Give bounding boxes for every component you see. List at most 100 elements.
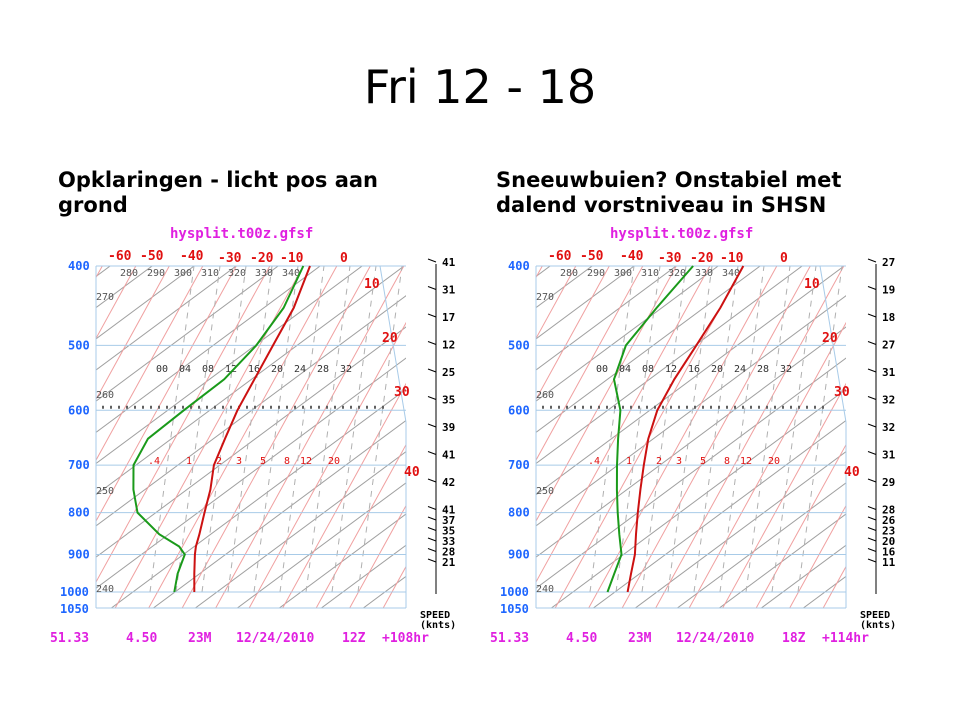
wind-barb bbox=[867, 527, 877, 531]
skewt-chart-left: hysplit.t00z.gfsf -60 -50 -40 -30 -20 -10 0 10 20… bbox=[40, 222, 480, 650]
wind-speed-label: 32 bbox=[882, 421, 895, 434]
footer-lon: 4.50 bbox=[566, 631, 597, 646]
dry-adiabat-line bbox=[592, 419, 846, 608]
isotherm-line bbox=[96, 266, 137, 340]
dry-adiabat-line bbox=[96, 266, 237, 371]
footer-hour: 18Z bbox=[782, 631, 806, 646]
wind-barb bbox=[427, 368, 437, 373]
speed-label: SPEED bbox=[420, 610, 450, 621]
theta-tick-label: 320 bbox=[228, 268, 246, 279]
pressure-tick-label: 700 bbox=[508, 458, 530, 472]
dry-adiabat-line bbox=[278, 513, 406, 608]
mixing-ratio-label: 24 bbox=[734, 364, 746, 375]
isotherm-tick-label: -50 bbox=[580, 249, 604, 264]
wind-barb bbox=[427, 558, 437, 563]
mixing-ratio-label: 16 bbox=[688, 364, 700, 375]
isotherm-line bbox=[536, 266, 577, 340]
isotherm-line bbox=[621, 266, 811, 608]
isotherm-line bbox=[536, 266, 711, 584]
theta-tick-label: 310 bbox=[641, 268, 659, 279]
dry-adiabat-line bbox=[96, 295, 406, 527]
isotherm-tick-label: 30 bbox=[394, 385, 410, 400]
wind-barb bbox=[427, 286, 437, 290]
mixing-ratio-label: 1 bbox=[626, 456, 632, 467]
isotherm-line bbox=[688, 321, 846, 608]
dry-adiabat-line bbox=[536, 326, 846, 558]
wind-speed-label: 31 bbox=[882, 366, 896, 379]
dewpoint-line bbox=[132, 265, 305, 593]
pressure-tick-label: 1000 bbox=[500, 585, 529, 599]
wind-barb bbox=[867, 558, 877, 563]
dry-adiabat-line bbox=[110, 388, 406, 608]
mixing-ratio-label: 1 bbox=[186, 456, 192, 467]
wind-barb bbox=[427, 396, 437, 400]
wind-speed-label: 41 bbox=[442, 449, 456, 462]
theta-tick-label: 260 bbox=[96, 390, 114, 401]
mixing-ratio-label: 12 bbox=[225, 364, 237, 375]
left-panel-heading: Opklaringen - licht pos aan grond bbox=[58, 168, 378, 217]
skewt-chart-right: hysplit.t00z.gfsf -60 -50 -40 -30 -20 -10 0 10 20… bbox=[480, 222, 920, 650]
mixing-ratio-line bbox=[641, 266, 687, 593]
isotherm-line bbox=[148, 266, 338, 608]
isotherm-line bbox=[755, 443, 846, 608]
mixing-ratio-label: 04 bbox=[179, 364, 191, 375]
wind-barb bbox=[427, 527, 437, 531]
isotherm-line bbox=[822, 565, 846, 608]
footer-date: 12/24/2010 bbox=[236, 631, 314, 646]
isotherm-line bbox=[588, 266, 778, 608]
isotherm-line bbox=[181, 266, 371, 608]
pressure-tick-label: 500 bbox=[68, 338, 90, 352]
temperature-line bbox=[626, 265, 745, 593]
wind-barb bbox=[867, 478, 877, 483]
wind-barb bbox=[427, 258, 437, 263]
footer-lat: 51.33 bbox=[490, 631, 529, 646]
wind-speed-label: 42 bbox=[442, 476, 455, 489]
wind-speed-label: 41 bbox=[442, 256, 456, 269]
dry-adiabat-line bbox=[236, 482, 406, 608]
isotherm-line bbox=[96, 266, 204, 462]
isotherm-line bbox=[96, 266, 170, 401]
wind-speed-label: 12 bbox=[442, 339, 455, 352]
mixing-ratio-label: 12 bbox=[665, 364, 677, 375]
wind-speed-label: 29 bbox=[882, 476, 895, 489]
mixing-ratio-label: 08 bbox=[642, 364, 654, 375]
wind-speed-label: 27 bbox=[882, 339, 895, 352]
isotherm-line bbox=[349, 504, 406, 608]
wind-barb bbox=[427, 537, 437, 542]
wind-barb bbox=[867, 451, 877, 455]
dry-adiabat-line bbox=[536, 266, 845, 496]
wind-speed-label: 11 bbox=[882, 556, 896, 569]
mixing-ratio-label: 00 bbox=[596, 364, 608, 375]
isotherm-tick-label: -60 bbox=[548, 249, 572, 264]
mixing-ratio-line bbox=[719, 266, 765, 593]
dry-adiabat-line bbox=[536, 266, 677, 371]
theta-tick-label: 290 bbox=[147, 268, 165, 279]
wind-speed-label: 21 bbox=[442, 556, 456, 569]
footer-forecast: +108hr bbox=[382, 631, 429, 646]
theta-tick-label: 290 bbox=[587, 268, 605, 279]
dry-adiabat-line bbox=[96, 266, 363, 465]
theta-tick-label: 250 bbox=[536, 486, 554, 497]
wind-speed-label: 17 bbox=[442, 311, 455, 324]
mixing-ratio-label: 20 bbox=[328, 456, 340, 467]
chart-title: hysplit.t00z.gfsf bbox=[170, 226, 313, 242]
wind-speed-label: 28 bbox=[442, 546, 455, 559]
dry-adiabat-line bbox=[194, 451, 406, 608]
wind-barb bbox=[427, 423, 437, 428]
wind-barb bbox=[867, 396, 877, 400]
wind-speed-label: 41 bbox=[442, 504, 456, 517]
mixing-ratio-label: 5 bbox=[260, 456, 266, 467]
mixing-ratio-label: 12 bbox=[740, 456, 752, 467]
mixing-ratio-label: 12 bbox=[300, 456, 312, 467]
wind-barb bbox=[867, 548, 877, 552]
isotherm-tick-label: 40 bbox=[404, 465, 420, 480]
theta-tick-label: 300 bbox=[614, 268, 632, 279]
dry-adiabat-line bbox=[96, 266, 153, 309]
theta-tick-label: 280 bbox=[560, 268, 578, 279]
dry-adiabat-line bbox=[536, 266, 803, 465]
wind-barb bbox=[427, 478, 437, 483]
wind-speed-label: 37 bbox=[442, 514, 455, 527]
mixing-ratio-label: 8 bbox=[724, 456, 730, 467]
wind-barb bbox=[427, 313, 437, 318]
isotherm-tick-label: 0 bbox=[780, 251, 788, 266]
